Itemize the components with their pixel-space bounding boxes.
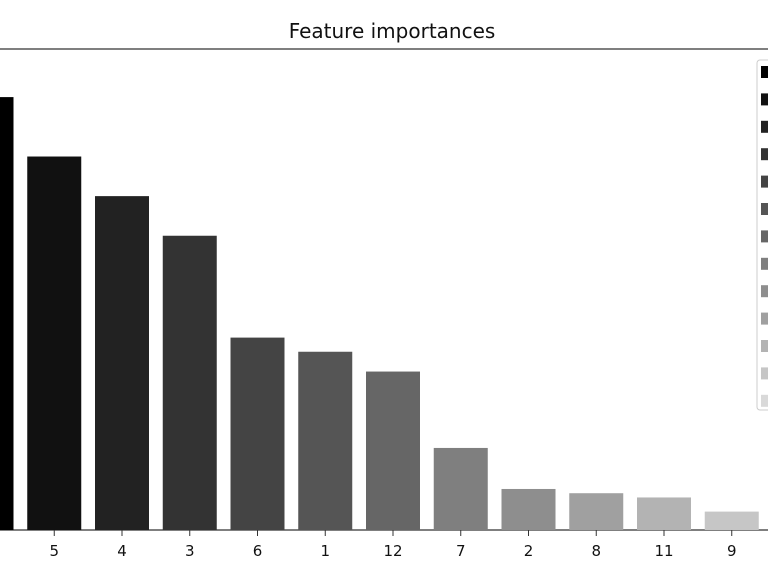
x-tick-label: 5 xyxy=(49,542,59,560)
x-tick-label: 8 xyxy=(591,542,601,560)
bar-12 xyxy=(366,371,420,530)
bar-9 xyxy=(704,511,759,530)
legend-swatch xyxy=(761,312,768,325)
legend-swatch xyxy=(761,66,768,78)
legend-swatch xyxy=(761,257,768,270)
x-tick-label: 4 xyxy=(117,542,127,560)
bar-8 xyxy=(569,493,624,530)
legend-swatch xyxy=(761,93,768,106)
chart-title: Feature importances xyxy=(289,19,496,43)
legend-swatch xyxy=(761,120,768,133)
bar-7 xyxy=(433,447,488,530)
legend-swatch xyxy=(761,203,768,215)
x-tick-label: 7 xyxy=(456,542,466,560)
legend xyxy=(756,59,768,411)
bar-6 xyxy=(230,337,285,530)
x-tick-label: 11 xyxy=(654,542,673,560)
legend-swatch xyxy=(761,175,768,188)
x-ticks-group: 5 4 3 6 1 12 7 2 8 11 9 xyxy=(49,530,737,560)
bars-group xyxy=(0,97,759,531)
x-tick-label: 3 xyxy=(185,542,195,560)
bar-3 xyxy=(162,235,217,530)
bar-1 xyxy=(298,351,353,530)
legend-swatch xyxy=(761,340,768,352)
x-tick-label: 9 xyxy=(727,542,737,560)
x-tick-label: 2 xyxy=(524,542,534,560)
legend-swatch xyxy=(761,394,768,407)
legend-swatch xyxy=(761,230,768,243)
x-tick-label: 12 xyxy=(383,542,402,560)
legend-swatch xyxy=(761,285,768,298)
legend-swatch xyxy=(761,367,768,380)
bar-5 xyxy=(27,156,82,531)
bar-2 xyxy=(501,488,556,530)
bar-cropped xyxy=(0,97,14,530)
bar-4 xyxy=(95,196,149,531)
bar-11 xyxy=(637,497,691,530)
x-tick-label: 6 xyxy=(253,542,263,560)
x-tick-label: 1 xyxy=(320,542,330,560)
legend-swatch xyxy=(761,148,768,161)
